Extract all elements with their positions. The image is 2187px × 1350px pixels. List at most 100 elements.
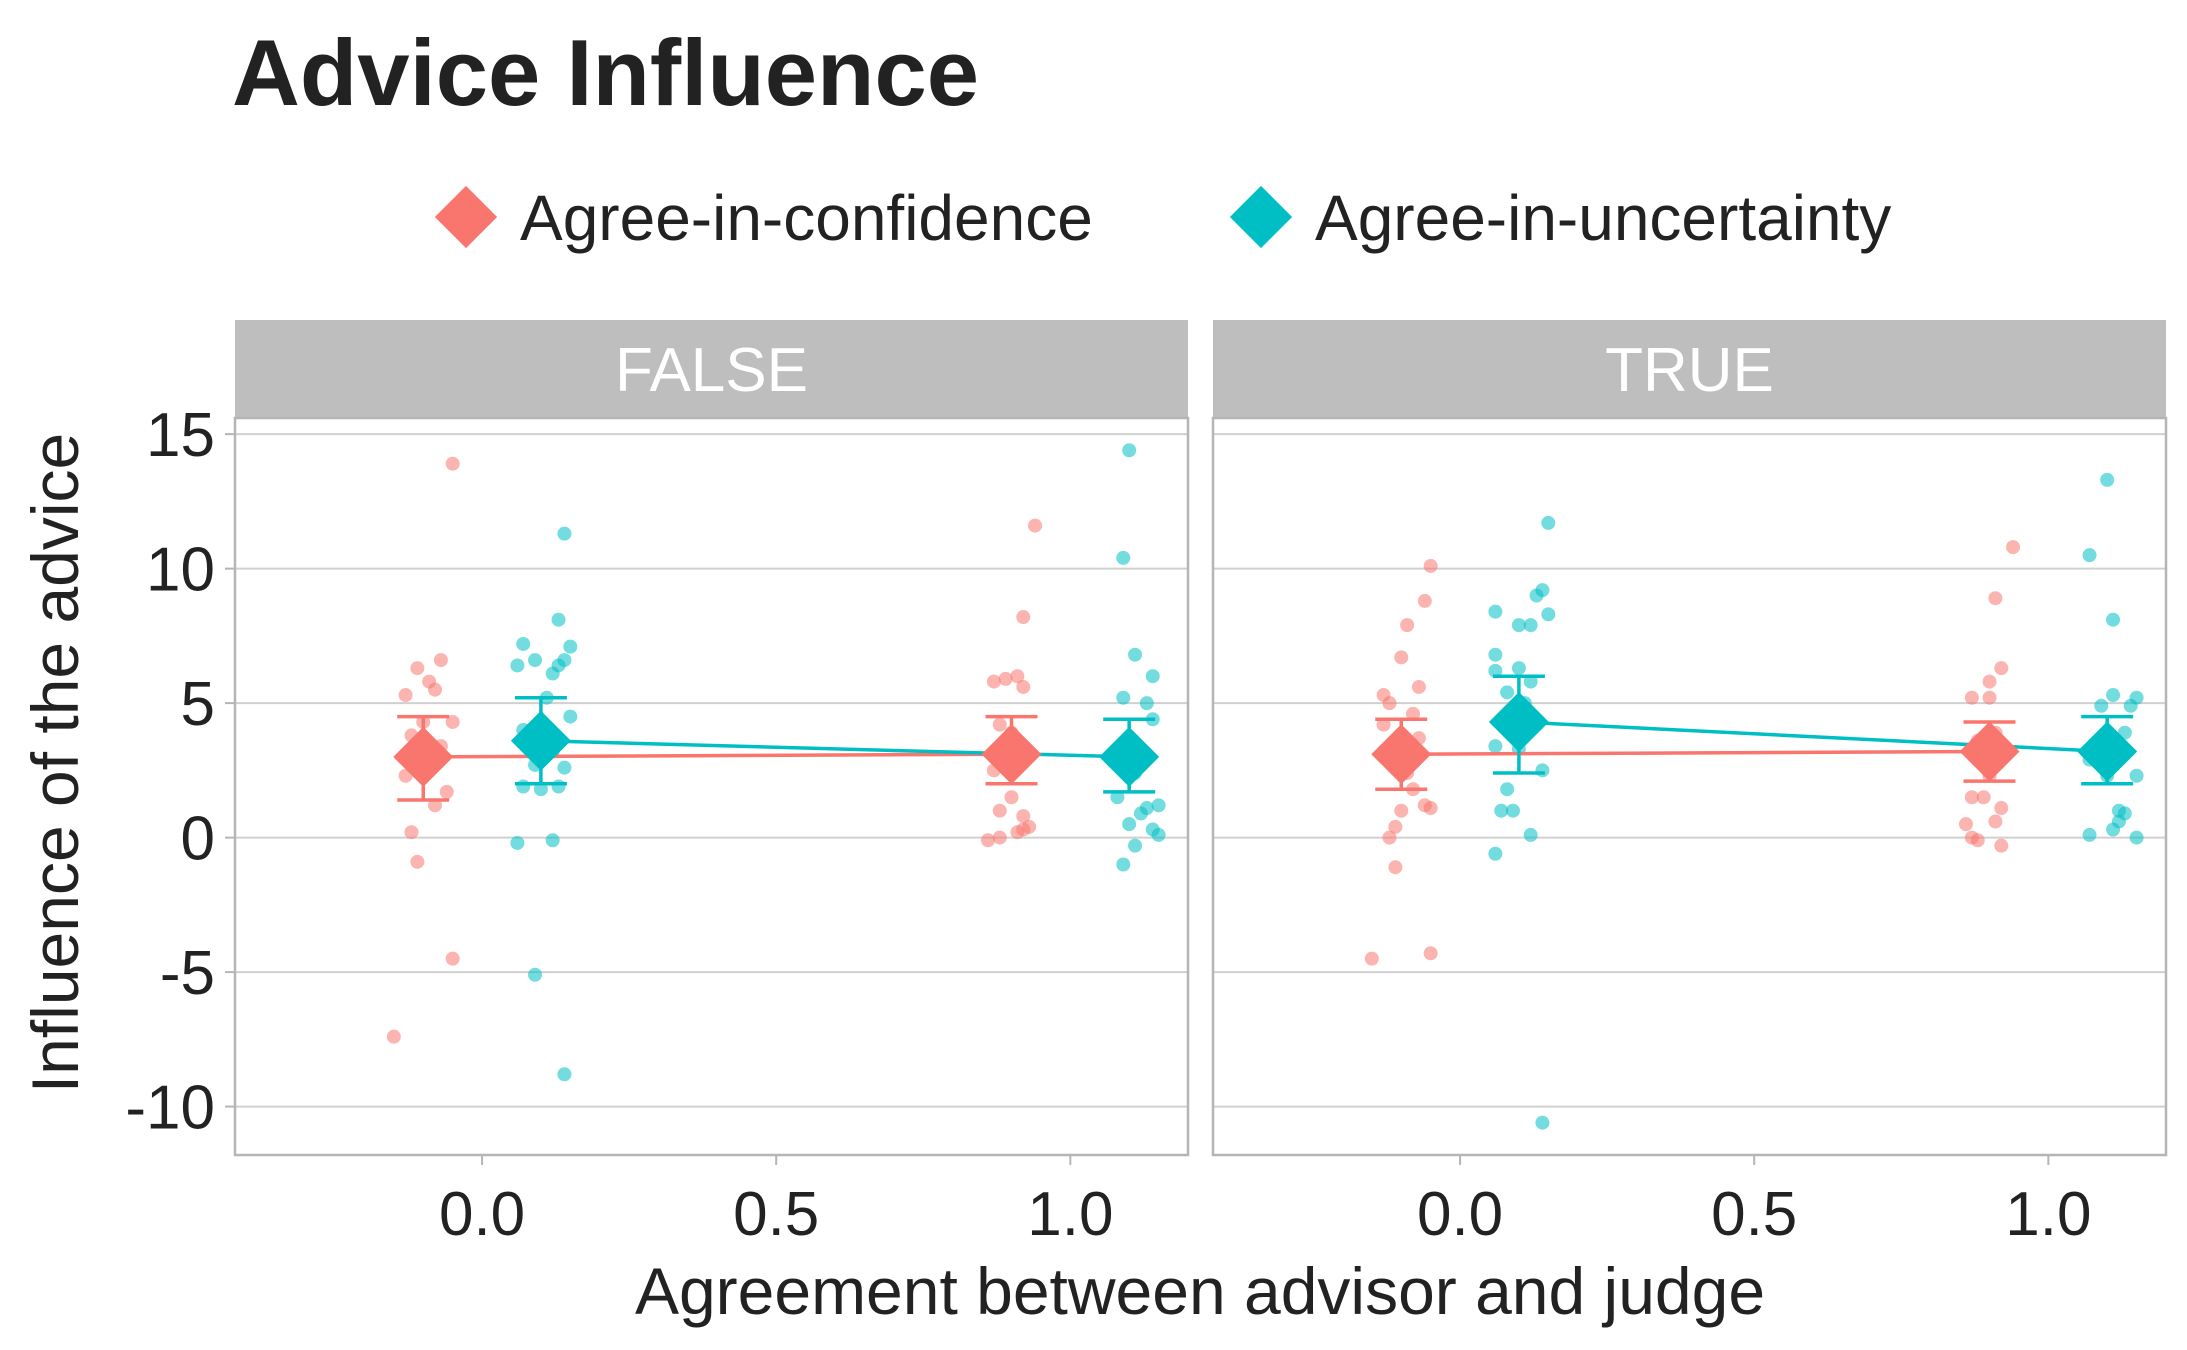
facet-panels: FALSE TRUE [233, 320, 2168, 1157]
data-point [2100, 472, 2115, 487]
data-point [1541, 607, 1556, 622]
data-point [2111, 803, 2126, 818]
data-point [992, 803, 1007, 818]
y-tick-label: 0 [181, 805, 215, 874]
mean-marker [510, 710, 571, 771]
data-point [992, 717, 1007, 732]
data-point [1523, 618, 1538, 633]
data-point [545, 833, 560, 848]
data-point [1139, 801, 1154, 816]
data-point [386, 1029, 401, 1044]
data-point [2129, 690, 2144, 705]
y-tick-label: 15 [146, 401, 215, 470]
data-point [1400, 618, 1415, 633]
data-point [1388, 860, 1403, 875]
data-point [528, 967, 543, 982]
mean-marker [393, 726, 454, 787]
data-point [2006, 540, 2021, 555]
facet-label: FALSE [615, 336, 808, 405]
data-point [398, 688, 413, 703]
mean-marker [981, 724, 1042, 785]
data-point [1500, 782, 1515, 797]
mean-line [423, 752, 1012, 759]
data-point [1394, 803, 1409, 818]
data-point [1128, 838, 1143, 853]
data-point [551, 612, 566, 627]
x-tick-label: 1.0 [2005, 1180, 2091, 1249]
data-point [1511, 661, 1526, 676]
y-tick-label: 10 [146, 536, 215, 605]
data-point [1028, 518, 1043, 533]
data-point [1010, 669, 1025, 684]
data-point [1116, 857, 1131, 872]
data-point [422, 674, 437, 689]
data-point [986, 674, 1001, 689]
data-point [1417, 798, 1432, 813]
legend-key-agree-in-uncertainty [1229, 185, 1293, 249]
data-point [1523, 674, 1538, 689]
data-point [1128, 647, 1143, 662]
legend-label-agree-in-confidence: Agree-in-confidence [520, 182, 1093, 254]
data-point [2082, 827, 2097, 842]
data-point [1406, 706, 1421, 721]
data-point [1423, 558, 1438, 573]
data-point [1116, 550, 1131, 565]
data-point [510, 658, 525, 673]
x-tick-label: 0.5 [733, 1180, 819, 1249]
data-point [1488, 647, 1503, 662]
chart-title: Advice Influence [232, 20, 979, 125]
panel-border [1211, 416, 2168, 1157]
data-point [1016, 809, 1031, 824]
data-point [1506, 803, 1521, 818]
x-tick-label: 0.0 [439, 1180, 525, 1249]
panel-border [233, 416, 1190, 1157]
data-point [1988, 591, 2003, 606]
data-point [1494, 803, 1509, 818]
mean-marker [1488, 691, 1549, 752]
x-tick-label: 0.5 [1711, 1180, 1797, 1249]
y-axis: -10 -5 0 5 10 15 [125, 401, 235, 1143]
data-point [1022, 819, 1037, 834]
data-point [410, 854, 425, 869]
data-point [1535, 1115, 1550, 1130]
data-point [563, 709, 578, 724]
data-point [1116, 690, 1131, 705]
data-point [1488, 846, 1503, 861]
y-tick-label: 5 [181, 670, 215, 739]
data-point [1004, 790, 1019, 805]
data-point [404, 825, 419, 840]
x-tick-label: 1.0 [1027, 1180, 1113, 1249]
data-point [1994, 838, 2009, 853]
plot-area [235, 418, 1188, 1155]
facet-label: TRUE [1605, 336, 1774, 405]
data-point [445, 714, 460, 729]
data-point [1382, 830, 1397, 845]
data-point [510, 835, 525, 850]
data-point [1423, 946, 1438, 961]
data-point [1488, 663, 1503, 678]
data-point [1364, 951, 1379, 966]
data-point [1994, 661, 2009, 676]
data-point [428, 798, 443, 813]
data-point [1958, 817, 1973, 832]
data-point [1982, 690, 1997, 705]
x-axis: 0.0 0.5 1.0 0.0 0.5 1.0 [439, 1155, 2091, 1249]
x-axis-label: Agreement between advisor and judge [635, 1254, 1765, 1328]
series-agree-in-uncertainty [510, 443, 1166, 1082]
facet-strip [1213, 320, 2166, 418]
data-point [980, 833, 995, 848]
data-point [1964, 690, 1979, 705]
data-point [557, 526, 572, 541]
data-point [1535, 583, 1550, 598]
data-point [2129, 768, 2144, 783]
data-point [1376, 717, 1391, 732]
legend-label-agree-in-uncertainty: Agree-in-uncertainty [1315, 182, 1891, 254]
data-point [2106, 612, 2121, 627]
data-point [516, 636, 531, 651]
data-point [1535, 763, 1550, 778]
data-point [1145, 822, 1160, 837]
data-point [1994, 801, 2009, 816]
mean-marker [1099, 726, 1160, 787]
legend-key-agree-in-confidence [434, 185, 498, 249]
